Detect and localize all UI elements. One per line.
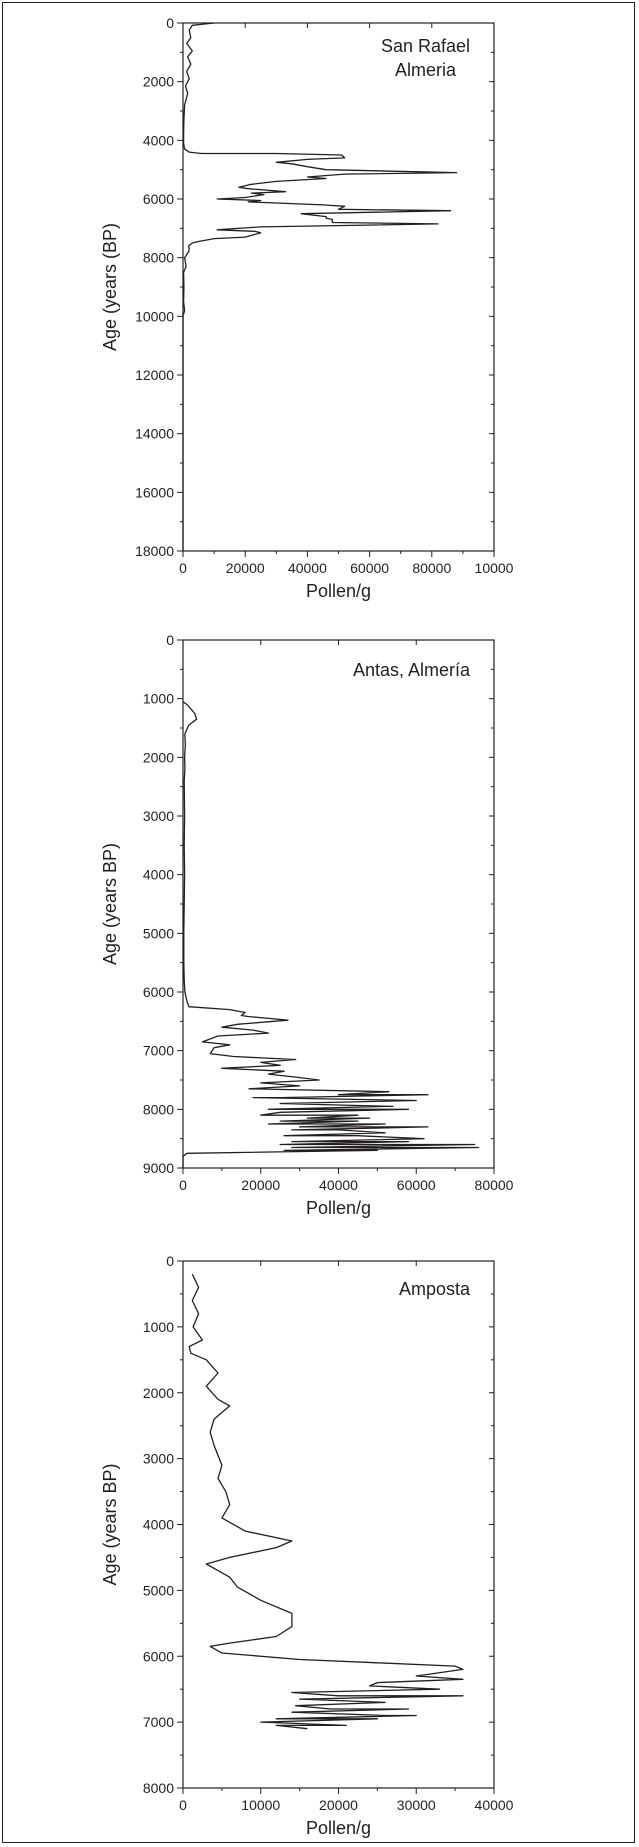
chart-title: Antas, Almería (353, 660, 471, 680)
y-tick-label: 2000 (143, 74, 174, 90)
chart-title-line: Almeria (395, 60, 457, 80)
x-tick-label: 40000 (319, 1177, 358, 1193)
y-tick-label: 16000 (135, 484, 174, 500)
y-tick-label: 1000 (143, 1319, 174, 1335)
y-tick-label: 7000 (143, 1714, 174, 1730)
x-tick-label: 80000 (412, 560, 451, 576)
y-axis-label: Age (years BP) (100, 843, 120, 965)
y-tick-label: 5000 (143, 1582, 174, 1598)
series-line (182, 22, 458, 551)
plot-area (182, 639, 495, 1169)
y-tick-label: 3000 (143, 808, 174, 824)
chart-2: 0 1000 2000 3000 4000 5000 6000 7000 8000 9000 0 20… (100, 632, 514, 1218)
y-tick-label: 0 (166, 15, 174, 31)
x-tick-label: 10000 (475, 560, 514, 576)
chart-title-line: San Rafael (381, 36, 470, 56)
chart-title-line: Amposta (399, 1279, 471, 1299)
x-tick-label: 60000 (350, 560, 389, 576)
x-tick-label: 0 (179, 560, 187, 576)
chart-title-line: Antas, Almería (353, 660, 471, 680)
series-line (188, 1273, 464, 1730)
y-tick-label: 1000 (143, 691, 174, 707)
x-axis-label: Pollen/g (306, 1198, 371, 1218)
y-tick-label: 9000 (143, 1160, 174, 1176)
plot-area (182, 22, 495, 552)
y-tick-label: 18000 (135, 543, 174, 559)
x-tick-label: 0 (179, 1797, 187, 1813)
x-tick-label: 40000 (475, 1797, 514, 1813)
y-axis-label: Age (years BP) (100, 1463, 120, 1585)
y-tick-label: 0 (166, 1253, 174, 1269)
x-tick-label: 0 (179, 1177, 187, 1193)
y-tick-label: 6000 (143, 191, 174, 207)
y-tick-label: 4000 (143, 867, 174, 883)
y-tick-label: 2000 (143, 749, 174, 765)
y-tick-label: 8000 (143, 1101, 174, 1117)
y-tick-label: 8000 (143, 250, 174, 266)
y-tick-label: 0 (166, 632, 174, 648)
x-tick-label: 30000 (397, 1797, 436, 1813)
y-tick-label: 10000 (135, 308, 174, 324)
x-axis-label: Pollen/g (306, 1818, 371, 1838)
x-tick-label: 10000 (241, 1797, 280, 1813)
chart-3: 0 1000 2000 3000 4000 5000 6000 7000 8000 0 10000 2… (100, 1253, 514, 1838)
y-axis-label: Age (years (BP) (100, 223, 120, 351)
chart-title: San Rafael Almeria (381, 36, 470, 80)
y-tick-label: 4000 (143, 1517, 174, 1533)
chart-title: Amposta (399, 1279, 471, 1299)
x-tick-label: 20000 (226, 560, 265, 576)
x-axis-label: Pollen/g (306, 581, 371, 601)
y-tick-label: 5000 (143, 925, 174, 941)
series-line (182, 701, 480, 1168)
y-tick-label: 6000 (143, 1648, 174, 1664)
y-tick-label: 8000 (143, 1780, 174, 1796)
x-tick-label: 60000 (397, 1177, 436, 1193)
y-tick-label: 3000 (143, 1451, 174, 1467)
y-tick-label: 4000 (143, 132, 174, 148)
x-tick-label: 20000 (241, 1177, 280, 1193)
y-tick-label: 12000 (135, 367, 174, 383)
y-tick-label: 14000 (135, 426, 174, 442)
x-tick-label: 40000 (288, 560, 327, 576)
x-tick-label: 80000 (475, 1177, 514, 1193)
y-tick-label: 6000 (143, 984, 174, 1000)
y-tick-label: 7000 (143, 1043, 174, 1059)
x-tick-label: 20000 (319, 1797, 358, 1813)
chart-1: 0 2000 4000 6000 8000 10000 12000 14000 16000 180… (100, 15, 514, 601)
y-tick-label: 2000 (143, 1385, 174, 1401)
